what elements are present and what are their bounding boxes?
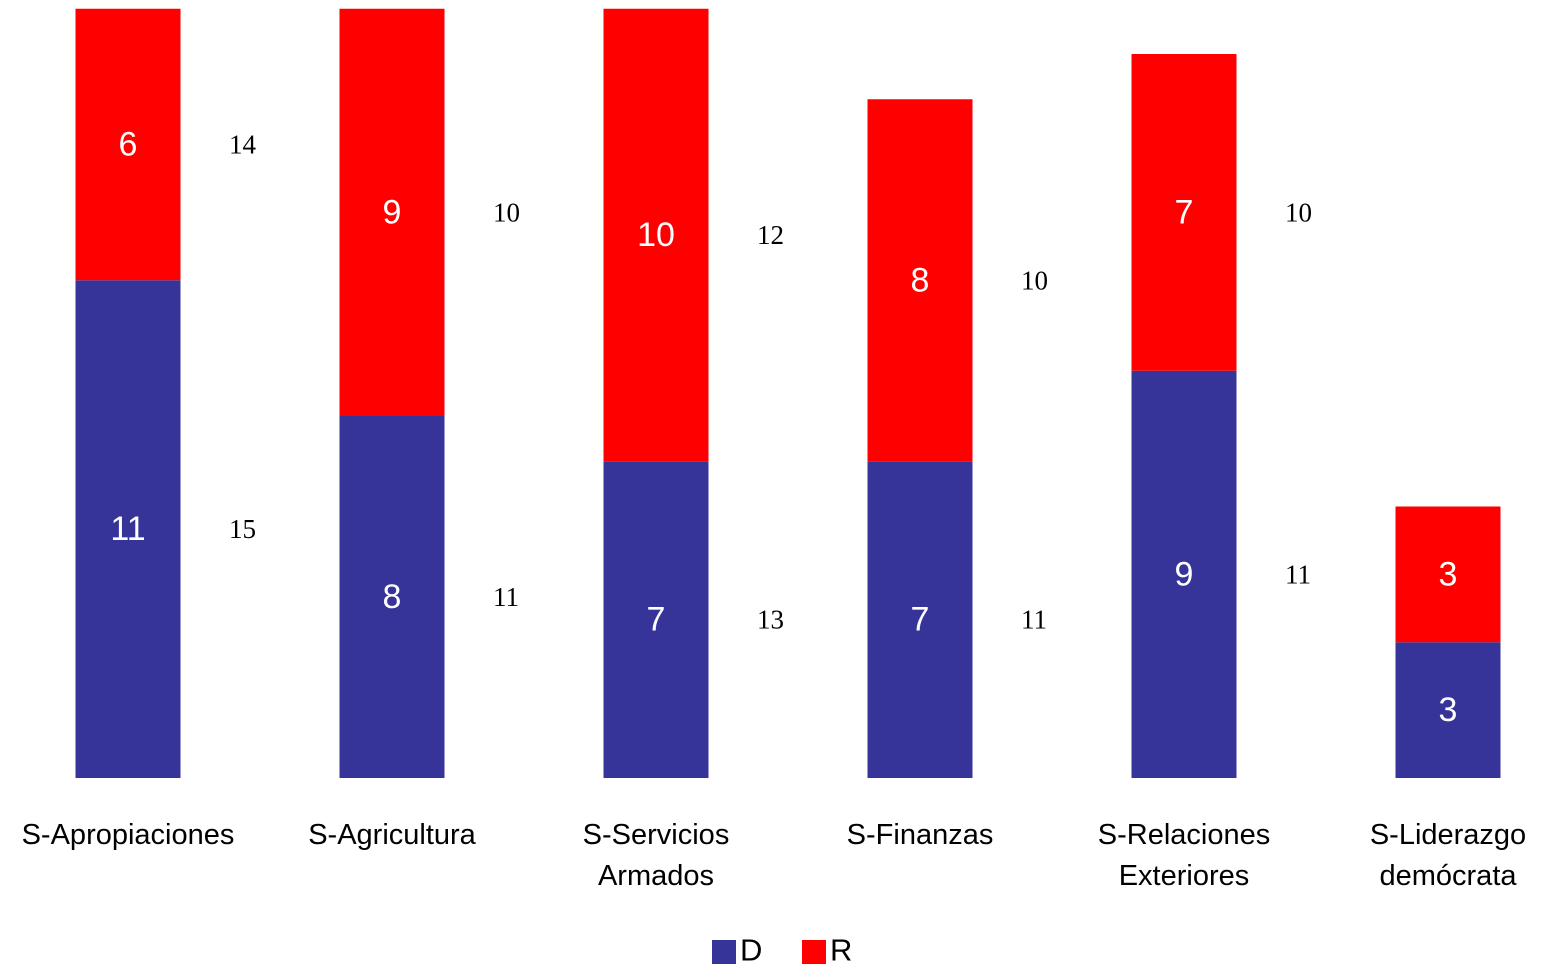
side-label-r-0: 14: [229, 130, 257, 160]
bar-d-1: [339, 416, 445, 778]
bar-value-label-r-0: 6: [119, 126, 138, 164]
side-label-d-0: 15: [229, 514, 256, 544]
side-label-r-1: 10: [493, 197, 520, 227]
bar-value-label-r-1: 9: [383, 193, 402, 231]
category-label-4-line-0: S-Relaciones: [1098, 819, 1270, 851]
category-label-3: S-Finanzas: [847, 819, 994, 851]
side-label-r-4: 10: [1285, 197, 1312, 227]
category-label-4-line-1: Exteriores: [1119, 860, 1250, 892]
bar-value-label-d-0: 11: [110, 510, 145, 548]
bars-layer: 111561481191071310127118109117103434: [75, 8, 1501, 778]
bar-r-4: [1131, 54, 1237, 371]
side-label-r-2: 12: [757, 220, 784, 250]
bar-value-label-d-1: 8: [383, 578, 402, 616]
bar-value-label-d-3: 7: [911, 601, 930, 639]
bar-value-label-r-3: 8: [911, 261, 930, 299]
bar-r-5: [1395, 506, 1501, 643]
side-label-r-3: 10: [1021, 265, 1048, 295]
category-label-0: S-Apropiaciones: [22, 819, 235, 851]
bar-d-3: [867, 461, 973, 778]
legend-swatch-d: [712, 940, 736, 964]
legend-label-r: R: [830, 933, 852, 968]
side-label-d-1: 11: [493, 582, 519, 612]
bar-r-3: [867, 99, 973, 462]
side-label-d-3: 11: [1021, 605, 1047, 635]
bar-r-0: [75, 8, 181, 281]
bar-d-5: [1395, 642, 1501, 778]
bar-value-label-r-4: 7: [1175, 193, 1194, 231]
bar-r-2: [603, 8, 709, 462]
category-label-2-line-0: S-Servicios: [583, 819, 730, 851]
side-label-d-2: 13: [757, 605, 784, 635]
legend-label-d: D: [740, 933, 762, 968]
bar-d-4: [1131, 370, 1237, 778]
bar-value-label-d-5: 3: [1439, 691, 1458, 729]
bar-value-label-d-4: 9: [1175, 555, 1194, 593]
bar-d-2: [603, 461, 709, 778]
bar-r-1: [339, 8, 445, 416]
category-label-1: S-Agricultura: [308, 819, 476, 851]
bar-d-0: [75, 280, 181, 778]
category-label-5-line-1: demócrata: [1379, 860, 1517, 892]
category-label-2-line-1: Armados: [598, 860, 714, 892]
bar-value-label-d-2: 7: [647, 601, 666, 639]
side-label-d-4: 11: [1285, 559, 1311, 589]
legend-swatch-r: [802, 940, 826, 964]
category-label-5-line-0: S-Liderazgo: [1370, 819, 1526, 851]
bar-value-label-r-2: 10: [637, 216, 675, 254]
bar-value-label-r-5: 3: [1439, 555, 1458, 593]
category-labels: S-Apropiaciones S-Agricultura S-Servicios A…: [22, 819, 1527, 892]
